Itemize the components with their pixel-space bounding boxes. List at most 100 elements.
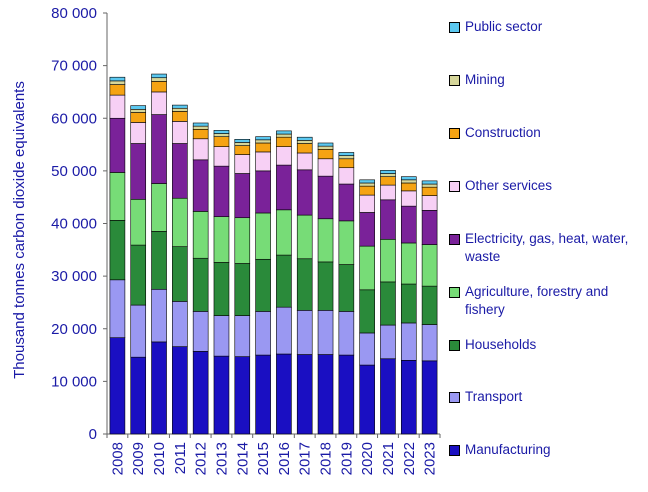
bar-segment	[255, 354, 271, 435]
bar-segment	[317, 354, 334, 435]
bar-stack-2008	[109, 76, 126, 435]
bar-segment	[234, 154, 251, 174]
bar-segment	[234, 173, 251, 219]
bar-stack-2016	[276, 130, 292, 435]
bar-segment	[109, 80, 126, 85]
x-tick-label: 2009	[130, 442, 147, 475]
bar-segment	[151, 73, 167, 79]
legend-label: Agriculture, forestry and fishery	[465, 284, 609, 317]
legend-swatch	[449, 128, 460, 139]
bar-segment	[276, 254, 292, 308]
bar-segment	[276, 164, 292, 211]
bar-segment	[359, 179, 375, 184]
bar-segment	[296, 136, 313, 141]
legend-label: Households	[465, 337, 537, 352]
bar-segment	[213, 216, 230, 263]
bar-segment	[276, 353, 292, 435]
bar-stack-2015	[255, 136, 271, 435]
bar-segment	[421, 285, 438, 325]
bar-stack-2014	[234, 139, 251, 435]
bar-segment	[380, 173, 396, 177]
bar-segment	[380, 176, 396, 186]
bar-segment	[255, 311, 271, 356]
bar-segment	[380, 281, 396, 326]
bar-segment	[380, 358, 396, 435]
x-tick-label: 2016	[276, 442, 293, 475]
bar-segment	[130, 198, 147, 246]
bar-segment	[380, 238, 396, 283]
legend-item: Construction	[449, 124, 648, 142]
bar-segment	[359, 364, 375, 435]
bar-segment	[213, 315, 230, 357]
bar-segment	[151, 77, 167, 82]
bar-segment	[359, 332, 375, 366]
legend-swatch	[449, 22, 460, 33]
bar-segment	[317, 310, 334, 355]
x-tick-label: 2020	[359, 442, 376, 475]
bar-segment	[338, 264, 355, 312]
bar-segment	[192, 129, 209, 140]
bar-segment	[213, 133, 230, 137]
bar-segment	[317, 218, 334, 263]
x-tick-label: 2008	[109, 442, 126, 475]
bar-segment	[400, 283, 417, 324]
bar-segment	[421, 186, 438, 196]
bar-segment	[338, 220, 355, 265]
bar-segment	[172, 104, 188, 109]
bar-segment	[359, 194, 375, 213]
bar-segment	[192, 138, 209, 161]
bar-segment	[421, 180, 438, 185]
bar-segment	[400, 182, 417, 192]
bar-segment	[151, 341, 167, 435]
bar-stack-2021	[380, 170, 396, 435]
legend-item: Other services	[449, 177, 648, 195]
y-tick-label: 0	[89, 426, 97, 443]
legend-swatch	[449, 445, 460, 456]
legend-item: Manufacturing	[449, 441, 648, 459]
bar-stack-2013	[213, 130, 230, 435]
bar-segment	[192, 351, 209, 435]
bar-segment	[400, 322, 417, 361]
bar-stack-2020	[359, 179, 375, 435]
bar-segment	[276, 306, 292, 355]
legend-item: Public sector	[449, 18, 648, 36]
bar-segment	[192, 122, 209, 127]
bar-segment	[421, 244, 438, 287]
bar-segment	[296, 310, 313, 355]
bar-segment	[151, 183, 167, 232]
bar-segment	[421, 324, 438, 362]
legend-label: Manufacturing	[465, 442, 551, 457]
bar-segment	[130, 112, 147, 123]
x-tick-label: 2023	[422, 442, 439, 475]
bar-segment	[400, 176, 417, 181]
bar-segment	[151, 288, 167, 343]
bar-segment	[359, 245, 375, 291]
legend-item: Households	[449, 336, 648, 354]
y-tick-label: 70 000	[51, 58, 97, 75]
bar-segment	[338, 183, 355, 222]
bar-segment	[296, 214, 313, 260]
bar-segment	[296, 143, 313, 154]
legend-swatch	[449, 287, 460, 298]
bar-segment	[255, 151, 271, 172]
bar-segment	[338, 167, 355, 185]
bar-stack-2019	[338, 152, 355, 435]
y-tick-label: 10 000	[51, 373, 97, 390]
bar-segment	[151, 91, 167, 115]
legend-swatch	[449, 340, 460, 351]
x-tick-label: 2012	[193, 442, 210, 475]
bar-segment	[421, 360, 438, 435]
bar-segment	[276, 146, 292, 166]
bar-segment	[296, 152, 313, 171]
bar-segment	[276, 136, 292, 147]
bar-segment	[130, 122, 147, 144]
bar-segment	[359, 212, 375, 247]
y-tick-label: 60 000	[51, 110, 97, 127]
bar-segment	[130, 304, 147, 358]
bar-segment	[317, 158, 334, 177]
bar-segment	[338, 158, 355, 169]
bar-segment	[359, 185, 375, 196]
bar-segment	[172, 301, 188, 347]
bar-segment	[296, 140, 313, 144]
